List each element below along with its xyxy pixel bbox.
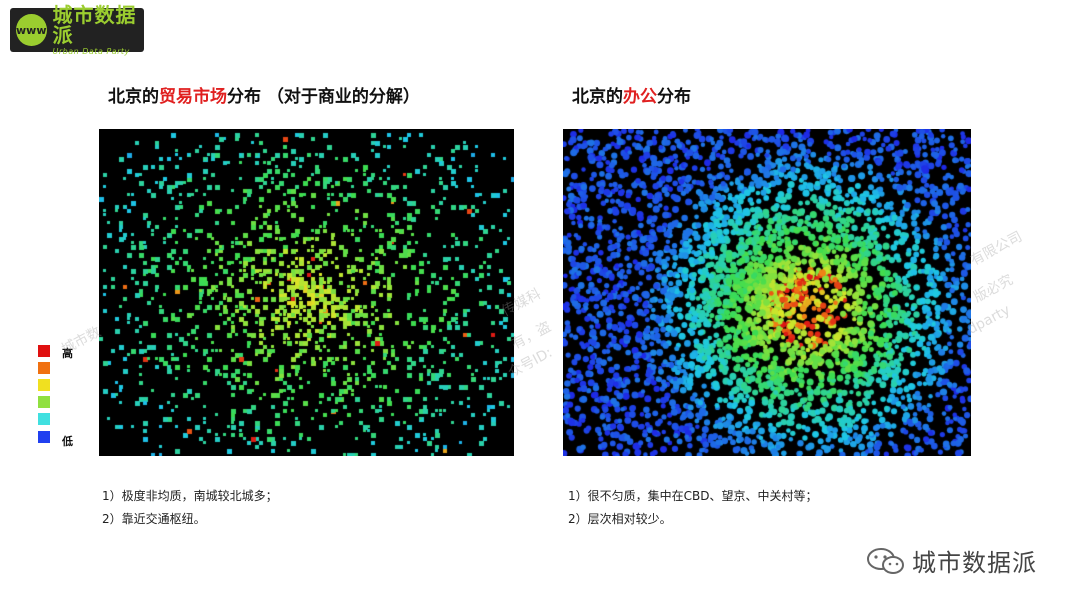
- left-notes: 1）极度非均质，南城较北城多； 2）靠近交通枢纽。: [102, 485, 278, 531]
- left-map-title: 北京的贸易市场分布 （对于商业的分解）: [108, 82, 420, 107]
- left-title-prefix: 北京的: [108, 87, 159, 107]
- right-title-prefix: 北京的: [572, 87, 623, 107]
- logo-name-cn: 城市数据派: [52, 2, 137, 47]
- trade-market-density-map: [99, 129, 514, 456]
- legend-swatch-4: [38, 396, 50, 408]
- brand-logo: www 城市数据派 Urban Data Party: [10, 5, 144, 55]
- left-title-suffix: 分布 （对于商业的分解）: [227, 87, 420, 107]
- wechat-icon: [866, 546, 906, 576]
- right-note-1: 1）很不匀质，集中在CBD、望京、中关村等；: [568, 489, 818, 503]
- left-note-2: 2）靠近交通枢纽。: [102, 512, 206, 526]
- right-note-2: 2）层次相对较少。: [568, 512, 672, 526]
- footer-brand: 城市数据派: [866, 543, 1037, 578]
- legend-swatch-low: [38, 431, 50, 443]
- watermark: dparty: [964, 302, 1013, 338]
- legend-swatch-5: [38, 413, 50, 425]
- logo-mark-icon: www: [16, 14, 47, 46]
- watermark: 有，盗: [509, 318, 554, 353]
- watermark: 版必究: [971, 271, 1016, 306]
- left-note-1: 1）极度非均质，南城较北城多；: [102, 489, 278, 503]
- office-density-map: [563, 129, 971, 456]
- logo-name-en: Urban Data Party: [52, 46, 130, 56]
- right-map-title: 北京的办公分布: [572, 82, 691, 107]
- left-title-highlight: 贸易市场: [159, 87, 227, 107]
- right-title-suffix: 分布: [657, 87, 691, 107]
- legend-swatch-high: [38, 345, 50, 357]
- watermark: 有限公司: [967, 228, 1025, 270]
- right-title-highlight: 办公: [623, 87, 657, 107]
- legend-low-label: 低: [62, 435, 73, 448]
- right-notes: 1）很不匀质，集中在CBD、望京、中关村等； 2）层次相对较少。: [568, 485, 818, 531]
- legend-swatch-3: [38, 379, 50, 391]
- logo-text: 城市数据派 Urban Data Party: [53, 5, 145, 56]
- legend-high-label: 高: [62, 347, 73, 360]
- footer-brand-name: 城市数据派: [912, 549, 1037, 577]
- legend-swatch-2: [38, 362, 50, 374]
- density-legend: 高 低: [38, 345, 88, 455]
